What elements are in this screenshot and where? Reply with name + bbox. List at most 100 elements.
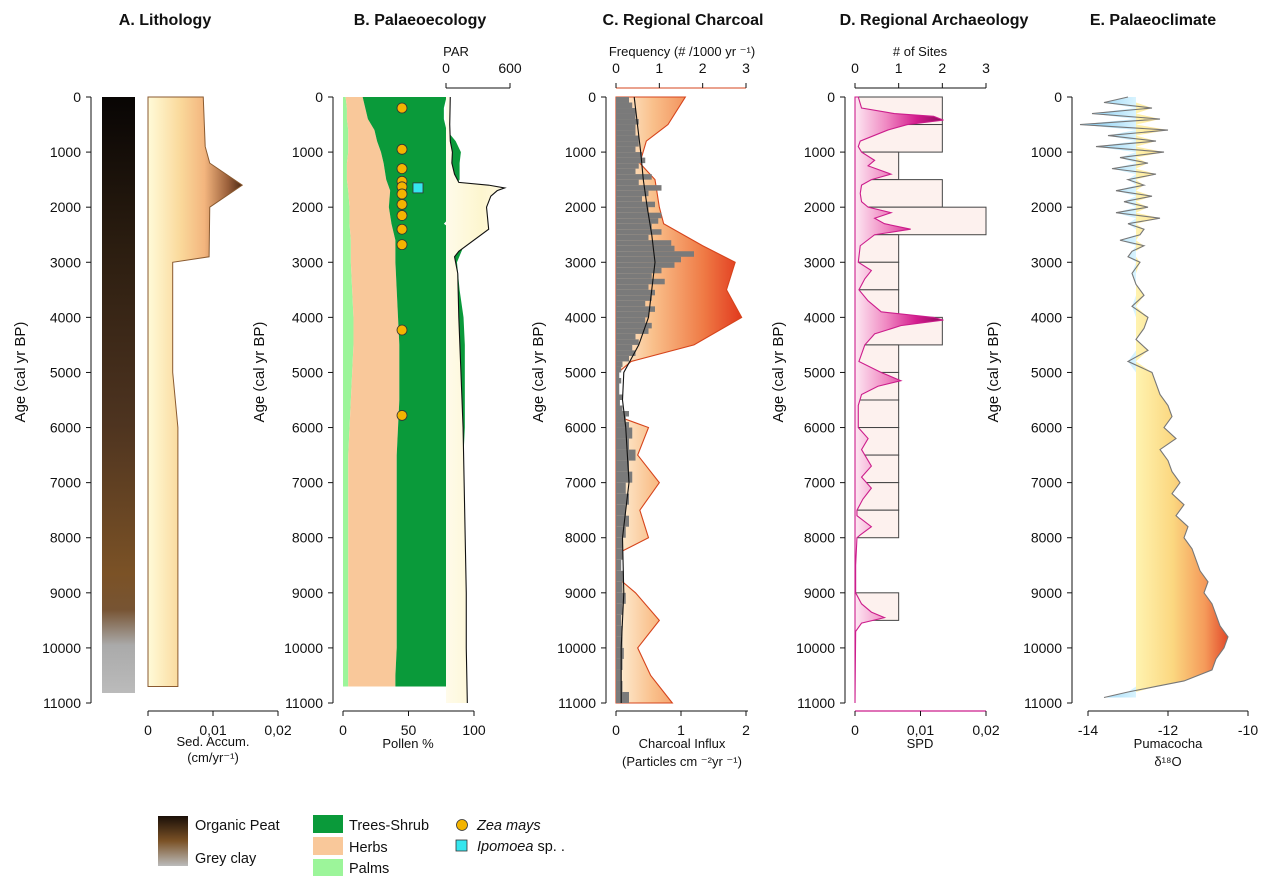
- charcoal-influx-bar: [616, 124, 636, 131]
- x-tick-label: 0,01: [199, 722, 226, 738]
- x-tick-label: 0: [612, 60, 620, 76]
- age-tick-label: 2000: [1031, 199, 1062, 215]
- age-tick-label: 4000: [1031, 309, 1062, 325]
- climate-d18o-line: [1079, 96, 1229, 699]
- legend: Organic Peat Grey clay Trees-Shrub Herbs…: [158, 815, 565, 876]
- legend-zea-mays: Zea mays: [476, 818, 541, 834]
- charcoal-influx-bar: [616, 344, 633, 351]
- charcoal-influx-bar: [616, 185, 662, 191]
- panel-d-y-label: Age (cal yr BP): [770, 322, 787, 423]
- age-tick-label: 7000: [565, 475, 596, 491]
- charcoal-influx-bar: [616, 361, 623, 367]
- panel-c-x-label-1: Charcoal Influx: [639, 736, 726, 751]
- charcoal-influx-bar: [616, 223, 652, 230]
- charcoal-influx-bar: [616, 333, 636, 340]
- charcoal-influx-bar: [616, 411, 629, 417]
- charcoal-influx-bar: [616, 152, 642, 158]
- panel-a-age-axis: 0 1000 2000 3000 4000 5000 6000 7000 8000 9000 100…: [42, 89, 92, 711]
- panel-a-x-label-1: Sed. Accum.: [177, 734, 250, 749]
- legend-palms-swatch: [313, 859, 343, 876]
- charcoal-influx-bar: [616, 394, 623, 400]
- panel-a-x-label-2: (cm/yr⁻¹): [187, 750, 239, 765]
- zea-mays-point: [396, 163, 408, 175]
- zea-mays-point: [396, 102, 408, 114]
- age-tick-label: 8000: [804, 530, 835, 546]
- panel-a-x-ticks: 0 0,01 0,02: [144, 711, 292, 738]
- charcoal-influx-bar: [616, 350, 636, 356]
- panel-e-x-label-2: δ¹⁸O: [1154, 754, 1181, 769]
- charcoal-influx-bar: [616, 416, 626, 423]
- charcoal-influx-bar: [616, 471, 633, 483]
- panel-c-age-axis: 0 1000 2000 3000 4000 5000 6000 7000 8000 9000 100…: [557, 89, 607, 711]
- panel-e-x-label-1: Pumacocha: [1134, 736, 1203, 751]
- charcoal-influx-bar: [616, 251, 694, 257]
- charcoal-influx-bar: [616, 256, 681, 263]
- age-tick-label: 5000: [804, 364, 835, 380]
- charcoal-influx-bar: [616, 680, 623, 692]
- age-tick-label: 4000: [804, 309, 835, 325]
- charcoal-influx-bar: [616, 581, 623, 593]
- age-tick-label: 9000: [1031, 585, 1062, 601]
- pollen-series-palms: [343, 97, 354, 687]
- par-line: [449, 96, 507, 704]
- charcoal-influx-bar: [616, 97, 629, 103]
- charcoal-influx-bar: [616, 400, 620, 406]
- age-tick-label: 1000: [292, 144, 323, 160]
- age-tick-label: 11000: [558, 695, 596, 711]
- age-tick-label: 3000: [565, 254, 596, 270]
- frequency-top-label: Frequency (# /1000 yr ⁻¹): [609, 44, 755, 59]
- age-tick-label: 1000: [50, 144, 81, 160]
- x-tick-label: -14: [1078, 722, 1098, 738]
- x-tick-label: 0: [442, 60, 450, 76]
- age-tick-label: 9000: [50, 585, 81, 601]
- age-tick-label: 6000: [804, 420, 835, 436]
- spd-area: [854, 96, 944, 704]
- x-tick-label: 50: [401, 722, 417, 738]
- charcoal-influx-bar: [616, 108, 636, 114]
- age-tick-label: 3000: [292, 254, 323, 270]
- climate-warm-fill: [1136, 97, 1228, 698]
- charcoal-influx-bar: [616, 218, 659, 224]
- charcoal-influx-bar: [616, 493, 629, 505]
- age-tick-label: 2000: [50, 199, 81, 215]
- panel-c-x-label-2: (Particles cm ⁻²yr ⁻¹): [622, 754, 742, 769]
- charcoal-influx-bar: [616, 366, 622, 373]
- zea-mays-point: [396, 223, 408, 235]
- zea-mays-point: [396, 239, 408, 251]
- zea-mays-point: [396, 199, 408, 210]
- age-tick-label: 1000: [804, 144, 835, 160]
- age-tick-label: 10000: [284, 640, 323, 656]
- charcoal-influx-bar: [616, 157, 646, 164]
- charcoal-influx-bar: [616, 240, 672, 246]
- age-tick-label: 2000: [804, 199, 835, 215]
- age-tick-label: 7000: [292, 475, 323, 491]
- x-tick-label: 0: [851, 722, 859, 738]
- legend-lithology-swatch: [158, 816, 188, 866]
- charcoal-influx-bar: [616, 504, 626, 516]
- sites-histogram-bar: [854, 399, 900, 429]
- zea-mays-point: [396, 324, 408, 336]
- age-tick-label: 1000: [565, 144, 596, 160]
- sed-accumulation-area: [147, 96, 244, 687]
- charcoal-influx-histogram: [616, 97, 694, 703]
- x-tick-label: 0: [144, 722, 152, 738]
- age-tick-label: 10000: [796, 640, 835, 656]
- panel-b-y-label: Age (cal yr BP): [251, 322, 268, 423]
- charcoal-influx-bar: [616, 295, 652, 301]
- age-tick-label: 11000: [797, 695, 835, 711]
- age-tick-label: 10000: [1023, 640, 1062, 656]
- legend-palms: Palms: [349, 861, 389, 876]
- charcoal-influx-bar: [616, 146, 636, 153]
- charcoal-influx-bar: [616, 383, 620, 389]
- charcoal-influx-bar: [616, 526, 626, 538]
- panel-d-age-axis: 0 1000 2000 3000 4000 5000 6000 7000 8000 9000 100…: [796, 89, 846, 711]
- panel-b-age-axis: 0 1000 2000 3000 4000 5000 6000 7000 8000 9000 100…: [284, 89, 334, 711]
- charcoal-influx-bar: [616, 328, 649, 334]
- charcoal-influx-bar: [616, 196, 642, 202]
- charcoal-influx-bar: [616, 306, 655, 312]
- x-tick-label: 0: [612, 722, 620, 738]
- age-tick-label: 5000: [565, 364, 596, 380]
- charcoal-influx-bar: [616, 300, 646, 307]
- panel-e-x-ticks: -14 -12 -10: [1078, 711, 1258, 738]
- charcoal-influx-bar: [616, 647, 624, 659]
